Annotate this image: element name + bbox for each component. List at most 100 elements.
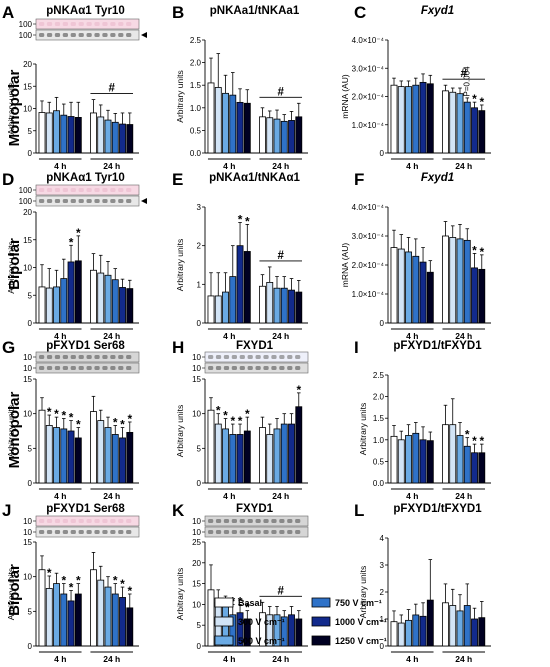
blot-band [54,199,61,203]
blot-marker-label: 10 [192,353,201,362]
bar [74,593,82,647]
significance-star: * [76,574,81,588]
bar [456,238,464,324]
bar [295,291,303,324]
blot-band [46,530,53,534]
bar [236,101,244,154]
y-axis-label: mRNA (AU) [340,74,350,119]
y-axis-label: Arbitrary units [6,568,16,620]
blot-band [78,22,84,26]
blot-band [263,519,269,523]
blot-band [247,519,253,523]
bar [456,610,464,647]
blot-bands [39,530,132,534]
y-tick-label: 2.0×10⁻⁴ [352,93,385,102]
panel-letter-a: A [2,3,14,22]
blot-band [102,22,108,26]
significance-star: * [61,409,66,423]
panel-title: FXYD1 [236,503,274,515]
bar [119,437,126,484]
y-axis-label: Arbitrary units [175,568,185,620]
y-tick-label: 20 [23,208,32,217]
bar [412,614,420,647]
bar [236,434,244,484]
blot-band [208,366,214,370]
bar [442,235,449,324]
panel-title: FXYD1 [236,340,274,352]
bar [478,452,486,484]
blot-band [78,33,84,37]
y-tick-label: 2.5 [190,36,202,45]
significance-star: * [120,577,125,591]
bar [229,94,237,154]
group-label: 24 h [272,654,289,664]
bar [207,589,215,647]
blot-band [118,33,124,37]
y-axis-label: Arbitrary units [6,82,16,134]
bar [90,269,97,324]
y-tick-label: 0 [28,319,33,328]
blot-band [39,188,45,192]
bar [478,617,486,647]
bar [45,425,53,484]
y-tick-label: 1.0 [190,104,202,113]
significance-star: * [479,434,484,448]
significance-star: * [61,574,66,588]
group-label: 4 h [54,491,66,501]
bar [38,286,46,324]
blot-band [94,22,100,26]
legend-swatch [311,616,331,627]
bar [126,431,134,484]
blot-band [62,519,68,523]
blot-marker-label: 10 [23,353,32,362]
panel-title: Fxyd1 [421,172,454,184]
bar [104,274,112,324]
bar [45,588,53,647]
blot-band [54,22,61,26]
blot-bands [39,33,132,37]
bar [97,116,105,154]
blot-band [287,519,293,523]
blot-band [102,530,108,534]
blot-band [215,519,222,523]
bar [419,439,427,484]
legend-swatch [214,616,234,627]
y-tick-label: 0.0 [373,479,385,488]
group-label: 4 h [406,654,418,664]
bar [45,287,53,324]
panel-letter-j: J [2,501,11,520]
bar [119,123,126,154]
blot-band [223,530,230,534]
bar [390,247,398,324]
blot-band [39,22,45,26]
panel-letter-d: D [2,170,14,189]
significance-star: * [238,594,243,608]
blot-band [263,530,269,534]
legend-swatch [311,635,331,646]
legend-swatch [214,635,234,646]
blot-band [126,519,132,523]
blot-band [46,519,53,523]
bar [67,600,75,647]
blot-band [279,366,285,370]
bar [273,287,281,324]
bar [60,428,68,484]
panel-title: pFXYD1/tFXYD1 [393,503,482,515]
blot-marker-label: 10 [23,528,32,537]
significance-star: * [76,418,81,432]
y-tick-label: 15 [23,82,32,91]
blot-band [110,519,116,523]
group-label: 24 h [272,161,289,171]
blot-band [86,366,92,370]
bar [273,118,281,154]
blot-band [54,366,61,370]
bar [60,114,68,154]
significance-star: * [76,226,81,240]
y-axis-label: mRNA (AU) [340,243,350,288]
panel-letter-f: F [354,170,364,189]
blot-band [62,530,68,534]
